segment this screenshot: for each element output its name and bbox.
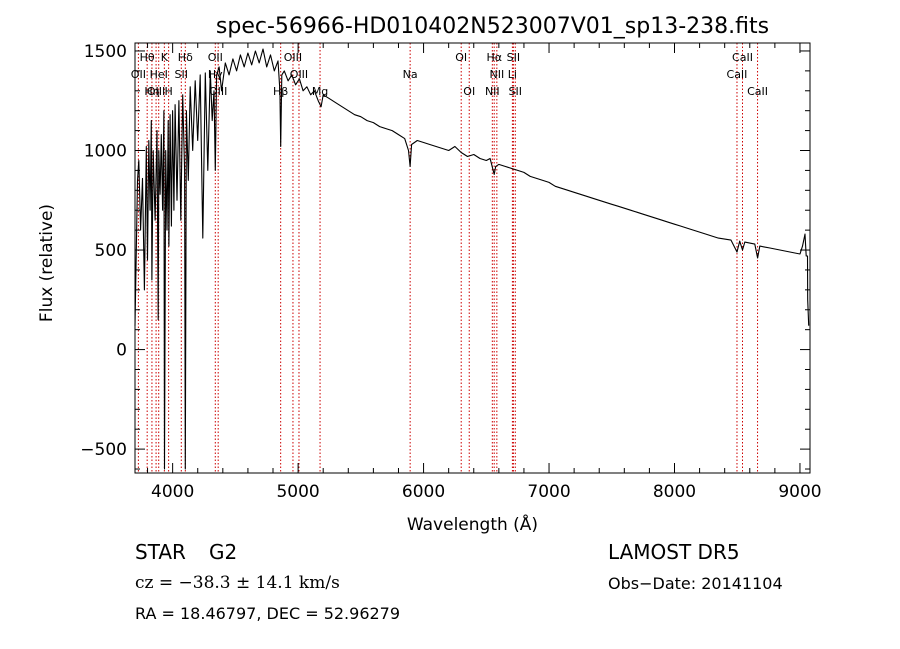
chart-title: spec-56966-HD010402N523007V01_sp13-238.f… xyxy=(216,14,769,39)
line-label: CaII xyxy=(747,85,768,98)
line-label: Hδ xyxy=(178,51,193,64)
y-tick-label: 500 xyxy=(95,241,127,261)
x-tick-label: 4000 xyxy=(151,482,194,502)
sky-coordinates: RA = 18.46797, DEC = 52.96279 xyxy=(135,604,401,623)
line-label: K xyxy=(161,51,169,64)
line-label: OI xyxy=(455,51,467,64)
survey-name: LAMOST DR5 xyxy=(608,540,740,564)
line-label: OIII xyxy=(147,85,165,98)
spectrum-line xyxy=(134,48,810,470)
y-tick-label: 0 xyxy=(116,341,127,361)
line-label: Hβ xyxy=(273,85,288,98)
y-tick-label: 1500 xyxy=(84,42,127,62)
y-tick-label: 1000 xyxy=(84,142,127,162)
line-label: H xyxy=(164,85,172,98)
line-label: NII xyxy=(489,68,504,81)
x-tick-label: 9000 xyxy=(778,482,821,502)
line-label: OII xyxy=(131,68,146,81)
y-tick-label: −500 xyxy=(80,440,127,460)
line-label: SII xyxy=(175,68,188,81)
line-label: CaII xyxy=(732,51,753,64)
line-label: CaII xyxy=(727,68,748,81)
line-label: OI xyxy=(463,85,475,98)
y-axis-label: Flux (relative) xyxy=(37,204,57,322)
x-tick-label: 7000 xyxy=(527,482,570,502)
line-label: HeI xyxy=(150,68,168,81)
plot-frame xyxy=(134,42,811,474)
line-label: Hη xyxy=(144,85,159,98)
line-label: OIII xyxy=(290,68,308,81)
x-tick-label: 6000 xyxy=(402,482,445,502)
x-tick-label: 8000 xyxy=(653,482,696,502)
spectral-subclass: G2 xyxy=(209,540,238,564)
line-label: Na xyxy=(403,68,418,81)
line-label: Mg xyxy=(312,85,328,98)
line-label: OII xyxy=(208,51,223,64)
observation-date: Obs−Date: 20141104 xyxy=(608,574,783,593)
line-label: Hα xyxy=(486,51,502,64)
object-type: STAR xyxy=(135,540,186,564)
line-label: SII xyxy=(507,51,520,64)
line-label: Hγ xyxy=(208,68,223,81)
line-label: Hθ xyxy=(140,51,155,64)
redshift-velocity: cz = −38.3 ± 14.1 km/s xyxy=(135,573,340,593)
line-label: OIII xyxy=(284,51,302,64)
line-label: Li xyxy=(508,68,517,81)
line-label: OIII xyxy=(209,85,227,98)
line-label: NII xyxy=(485,85,500,98)
x-axis-label: Wavelength (Å) xyxy=(407,513,538,535)
x-tick-label: 5000 xyxy=(276,482,319,502)
line-label: SII xyxy=(509,85,522,98)
